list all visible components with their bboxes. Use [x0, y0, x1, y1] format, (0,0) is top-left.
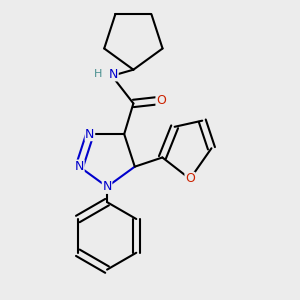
Text: N: N: [109, 68, 118, 81]
Text: H: H: [94, 69, 102, 79]
Text: N: N: [85, 128, 94, 141]
Text: O: O: [185, 172, 195, 185]
Text: N: N: [75, 160, 84, 173]
Text: O: O: [156, 94, 166, 107]
Text: N: N: [102, 180, 112, 193]
